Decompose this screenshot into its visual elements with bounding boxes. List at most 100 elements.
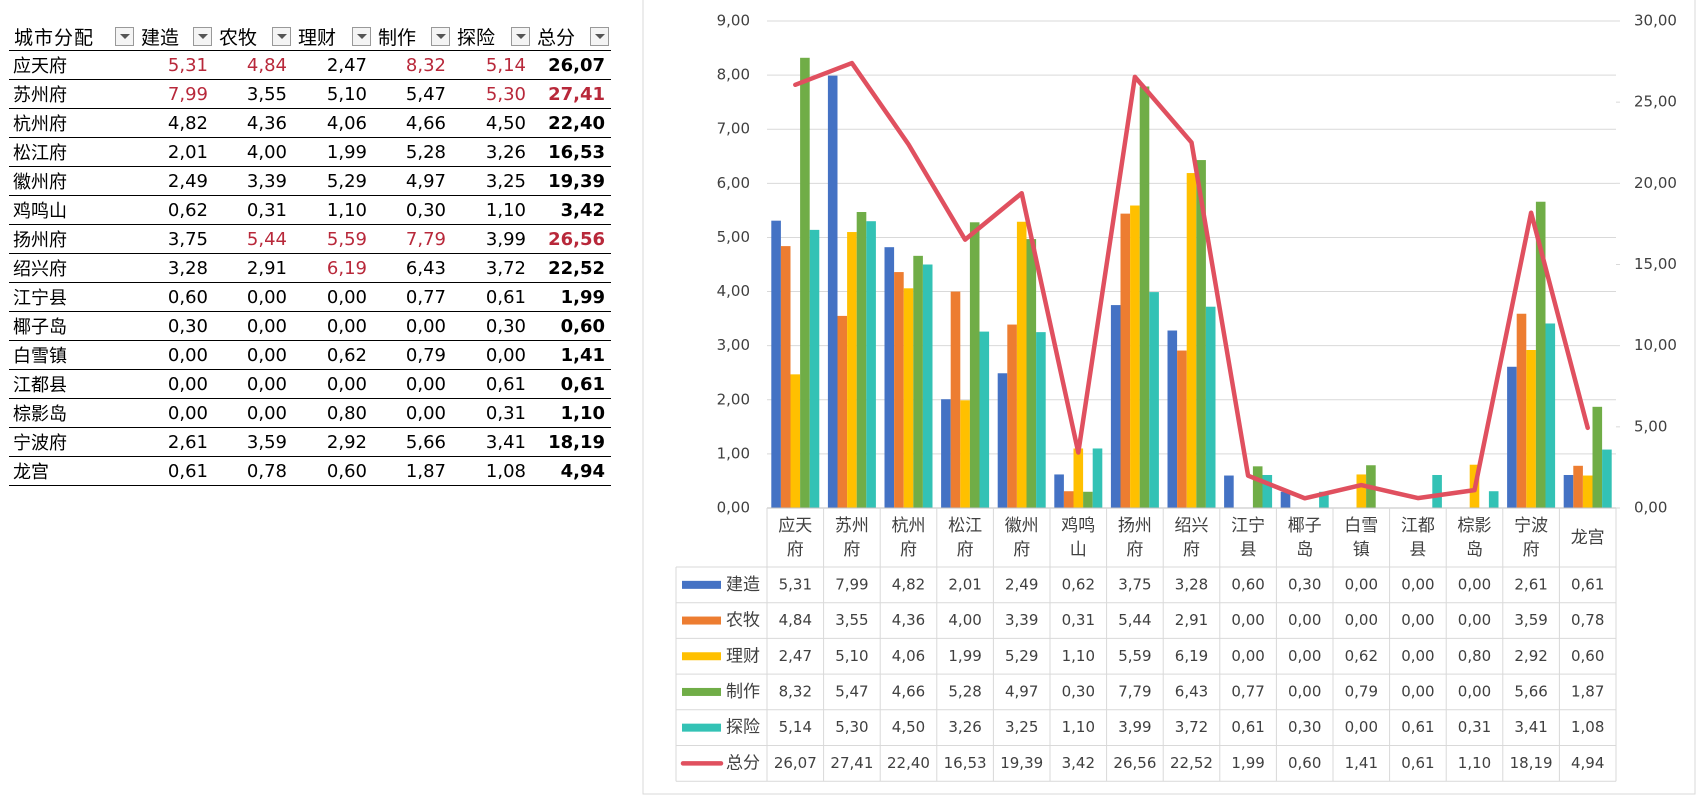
table-cell: 3,42 [532,196,611,225]
table-cell: 22,40 [532,109,611,138]
bar [1026,239,1037,508]
filter-button[interactable] [272,26,291,46]
y2-tick-label: 5,00 [1634,417,1667,435]
data-table-value: 0,60 [1231,575,1264,593]
data-table-value: 2,92 [1514,647,1547,665]
data-table-value: 6,43 [1175,682,1208,700]
data-table-value: 5,31 [779,575,812,593]
table-cell: 5,66 [373,428,452,457]
x-tick-label: 龙宫 [1570,527,1605,548]
y-tick-label: 2,00 [717,390,750,408]
data-table-value: 1,99 [1231,754,1264,772]
table-cell: 1,10 [293,196,373,225]
filter-button[interactable] [352,26,371,46]
filter-button[interactable] [193,26,212,46]
table-cell: 0,00 [136,370,214,399]
data-table-value: 0,60 [1288,754,1321,772]
data-table-value: 1,41 [1345,754,1378,772]
x-tick-label: 棕影岛 [1457,515,1492,560]
table-cell: 扬州府 [9,225,136,254]
header-cell: 理财 [293,22,373,51]
data-table-value: 0,00 [1345,718,1378,736]
table-cell: 1,10 [452,196,532,225]
y2-tick-label: 30,00 [1634,12,1677,30]
y-tick-label: 6,00 [717,174,750,192]
x-tick-label: 椰子岛 [1287,515,1322,560]
legend-key [682,652,721,661]
y2-tick-label: 25,00 [1634,93,1677,111]
table-cell: 0,00 [293,283,373,312]
table-cell: 7,79 [373,225,452,254]
bar [1488,491,1499,508]
table-cell: 0,30 [373,196,452,225]
legend-label: 农牧 [726,611,760,631]
bar [790,374,801,508]
data-table-value: 0,00 [1231,611,1264,629]
table-cell: 4,36 [214,109,293,138]
x-tick-label: 应天府 [778,515,813,560]
data-table-value: 3,99 [1118,718,1151,736]
table-cell: 27,41 [532,80,611,109]
bar [1036,332,1046,508]
table-cell: 0,00 [214,341,293,370]
header-cell: 农牧 [214,22,293,51]
table-cell: 0,30 [136,312,214,341]
legend-label: 探险 [726,718,760,738]
filter-button[interactable] [511,26,530,46]
table-cell: 2,49 [136,167,214,196]
table-cell: 22,52 [532,254,611,283]
table-cell: 鸡鸣山 [9,196,136,225]
bar [922,264,933,508]
bar [960,400,970,508]
header-cell: 制作 [373,22,452,51]
table-cell: 白雪镇 [9,341,136,370]
data-table-value: 0,78 [1571,611,1604,629]
bar [941,399,951,508]
table-cell: 0,00 [373,370,452,399]
filter-button[interactable] [115,26,134,46]
table-cell: 3,28 [136,254,214,283]
bar [1602,449,1612,508]
data-table-value: 0,30 [1288,575,1321,593]
data-table-value: 3,41 [1514,718,1547,736]
bar [903,288,914,508]
filter-button[interactable] [431,26,450,46]
bar [1262,474,1273,508]
data-table-value: 0,00 [1401,575,1434,593]
data-table-value: 2,61 [1514,575,1547,593]
bar [1177,350,1187,508]
table-cell: 19,39 [532,167,611,196]
data-table-value: 18,19 [1510,754,1553,772]
table-cell: 0,60 [136,283,214,312]
data-table-value: 3,39 [1005,611,1038,629]
legend-label: 建造 [726,575,760,595]
data-table-value: 0,00 [1401,611,1434,629]
table-cell: 26,56 [532,225,611,254]
data-table-value: 4,84 [779,611,812,629]
data-table-value: 0,61 [1401,754,1434,772]
bar [1016,221,1027,508]
bar [950,291,961,508]
x-tick-label: 江宁县 [1231,515,1266,560]
data-table-value: 3,59 [1514,611,1547,629]
data-table-value: 0,61 [1571,575,1604,593]
table-cell: 0,00 [214,370,293,399]
table-cell: 苏州府 [9,80,136,109]
data-table-value: 4,50 [892,718,925,736]
y2-tick-label: 15,00 [1634,255,1677,273]
y-tick-label: 9,00 [717,12,750,30]
table-cell: 0,00 [452,341,532,370]
table-cell: 1,99 [532,283,611,312]
table-cell: 1,87 [373,457,452,486]
table-cell: 1,10 [532,399,611,428]
bar [800,57,810,508]
x-tick-label: 苏州府 [834,515,869,560]
data-table-value: 0,00 [1401,647,1434,665]
filter-button[interactable] [590,26,609,46]
table-cell: 江宁县 [9,283,136,312]
table-cell: 3,41 [452,428,532,457]
data-table-value: 0,30 [1288,718,1321,736]
header-cell: 建造 [136,22,214,51]
data-table-value: 0,00 [1231,647,1264,665]
data-table-value: 5,10 [835,647,868,665]
